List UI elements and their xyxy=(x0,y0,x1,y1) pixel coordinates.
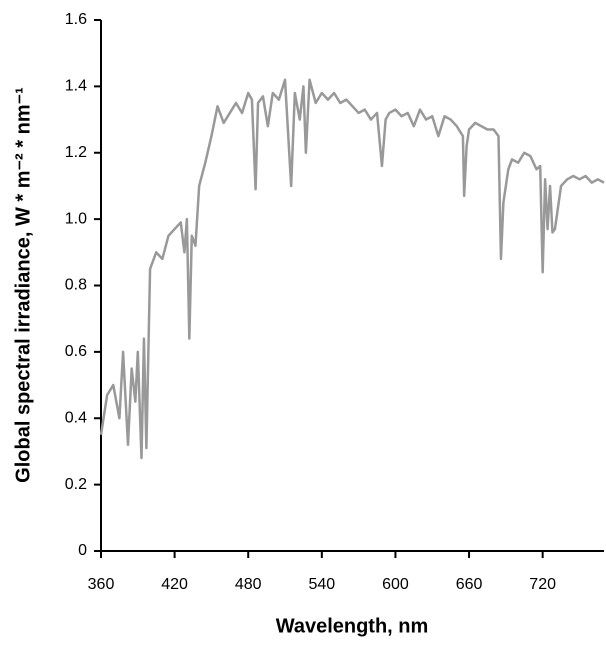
y-tick-label: 0.6 xyxy=(65,343,87,360)
y-tick-label: 1.6 xyxy=(65,11,87,28)
x-tick-label: 540 xyxy=(308,576,335,593)
x-tick-label: 420 xyxy=(161,576,188,593)
x-tick-label: 660 xyxy=(456,576,483,593)
y-tick-label: 0.2 xyxy=(65,476,87,493)
x-tick-label: 600 xyxy=(382,576,409,593)
y-axis-label: Global spectral irradiance, W * m⁻² * nm… xyxy=(12,87,34,483)
y-tick-label: 1.2 xyxy=(65,144,87,161)
y-tick-label: 1.0 xyxy=(65,210,87,227)
y-tick-label: 0 xyxy=(78,542,87,559)
x-tick-label: 720 xyxy=(529,576,556,593)
y-tick-label: 0.8 xyxy=(65,277,87,294)
y-tick-label: 1.4 xyxy=(65,78,87,95)
x-axis-label: Wavelength, nm xyxy=(276,615,429,637)
x-tick-label: 480 xyxy=(235,576,262,593)
y-tick-label: 0.4 xyxy=(65,409,87,426)
spectrum-line xyxy=(99,78,605,460)
x-tick-label: 360 xyxy=(88,576,115,593)
